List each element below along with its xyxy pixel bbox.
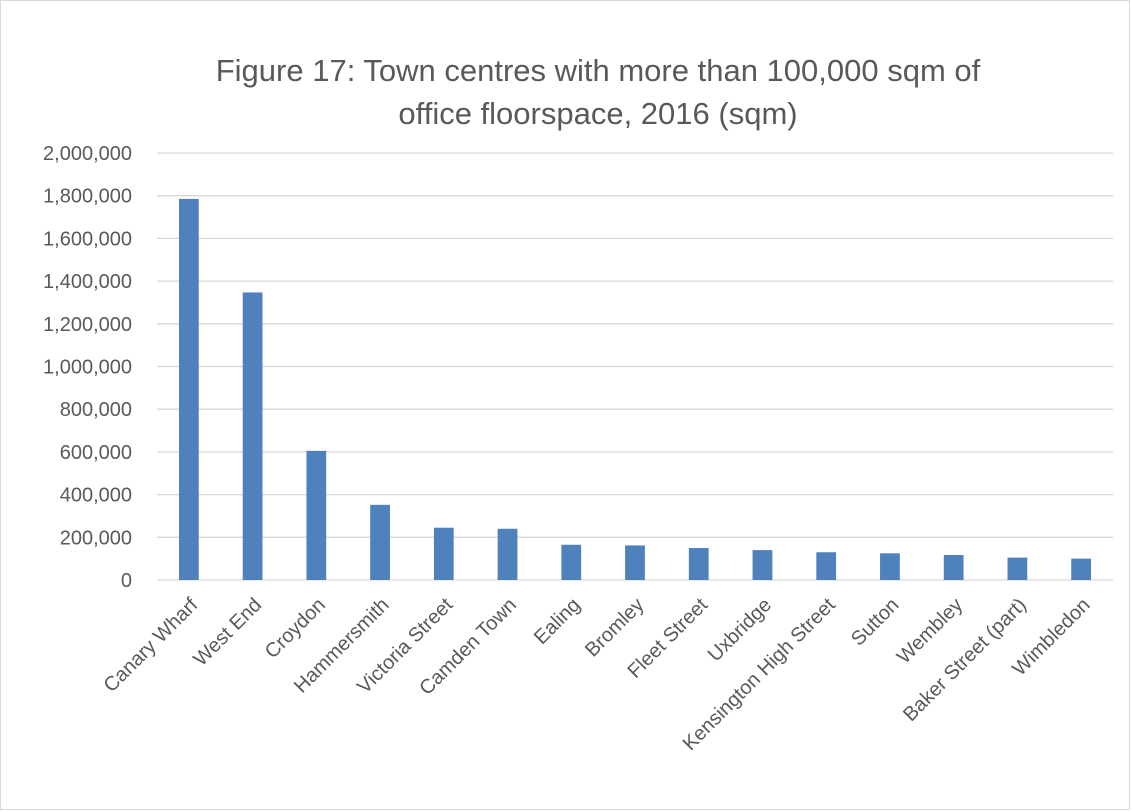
y-tick-label: 1,600,000 bbox=[43, 228, 132, 250]
bar bbox=[816, 552, 837, 580]
y-tick-label: 400,000 bbox=[60, 485, 132, 507]
x-tick-label: Canary Wharf bbox=[100, 594, 203, 697]
bar bbox=[433, 527, 454, 580]
chart-title-line-1: Figure 17: Town centres with more than 1… bbox=[216, 53, 981, 88]
bar bbox=[178, 198, 199, 580]
bar bbox=[370, 504, 390, 580]
bar bbox=[752, 550, 773, 580]
bars bbox=[178, 198, 1092, 580]
bar bbox=[497, 528, 518, 580]
bar bbox=[625, 545, 645, 580]
bar bbox=[306, 450, 327, 580]
y-tick-label: 1,000,000 bbox=[43, 357, 132, 379]
bar bbox=[1071, 558, 1092, 580]
y-tick-label: 0 bbox=[121, 570, 132, 592]
bar bbox=[688, 547, 709, 580]
x-tick-label: Ealing bbox=[530, 594, 585, 649]
y-tick-label: 1,400,000 bbox=[43, 271, 132, 293]
bar bbox=[1007, 557, 1028, 580]
y-tick-label: 2,000,000 bbox=[43, 143, 132, 165]
bar bbox=[242, 292, 263, 580]
gridlines bbox=[157, 152, 1113, 581]
bar bbox=[561, 544, 582, 580]
y-tick-label: 200,000 bbox=[60, 527, 132, 549]
chart-title-line-2: office floorspace, 2016 (sqm) bbox=[398, 96, 797, 131]
y-tick-label: 600,000 bbox=[60, 442, 132, 464]
y-tick-label: 800,000 bbox=[60, 399, 132, 421]
x-tick-label: Sutton bbox=[847, 594, 903, 650]
y-axis: 0 200,000 400,000 600,000 800,000 1,000,000 1,… bbox=[43, 143, 132, 592]
y-tick-label: 1,800,000 bbox=[43, 186, 132, 208]
x-tick-label: Baker Street (part) bbox=[899, 594, 1031, 726]
bar bbox=[880, 553, 900, 580]
bar bbox=[943, 555, 964, 580]
x-tick-label: West End bbox=[190, 594, 267, 671]
y-tick-label: 1,200,000 bbox=[43, 314, 132, 336]
chart-title: Figure 17: Town centres with more than 1… bbox=[216, 53, 981, 131]
